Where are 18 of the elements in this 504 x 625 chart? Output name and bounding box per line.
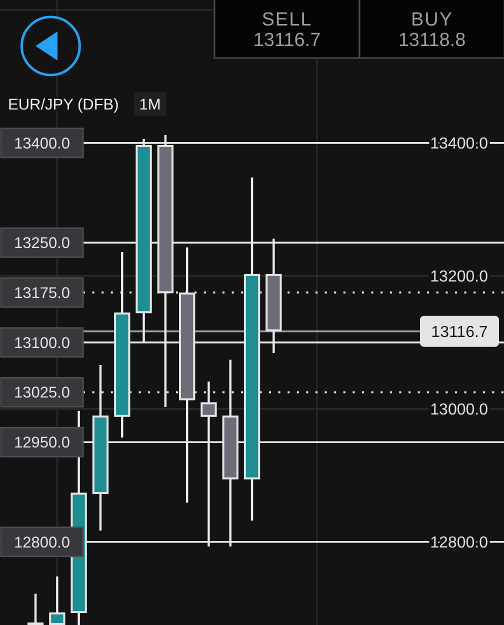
ref-line-label: 13250.0 xyxy=(14,235,70,252)
annotation: SELL xyxy=(262,10,312,31)
y-tick-label: 13000.0 xyxy=(430,402,488,419)
annotation: 13116.7 xyxy=(253,30,321,52)
text: 1M xyxy=(139,96,161,114)
ref-line-label: 12800.0 xyxy=(14,534,70,552)
ref-line-label: 12950.0 xyxy=(14,434,70,452)
candlestick xyxy=(27,592,44,625)
ref-line-label: 13175.0 xyxy=(14,284,70,302)
annotation: 13118.8 xyxy=(398,30,466,52)
ref-line-label: 13400.0 xyxy=(14,135,70,152)
ref-line-label: 13116.7 xyxy=(431,324,488,341)
ref-line-label: 13100.0 xyxy=(14,334,70,352)
y-tick-label: 13200.0 xyxy=(430,268,488,286)
ref-line-label: 13025.0 xyxy=(14,384,70,402)
candlestick xyxy=(49,575,66,625)
text: EUR/JPY (DFB) xyxy=(8,96,119,114)
annotation: BUY xyxy=(410,10,454,31)
